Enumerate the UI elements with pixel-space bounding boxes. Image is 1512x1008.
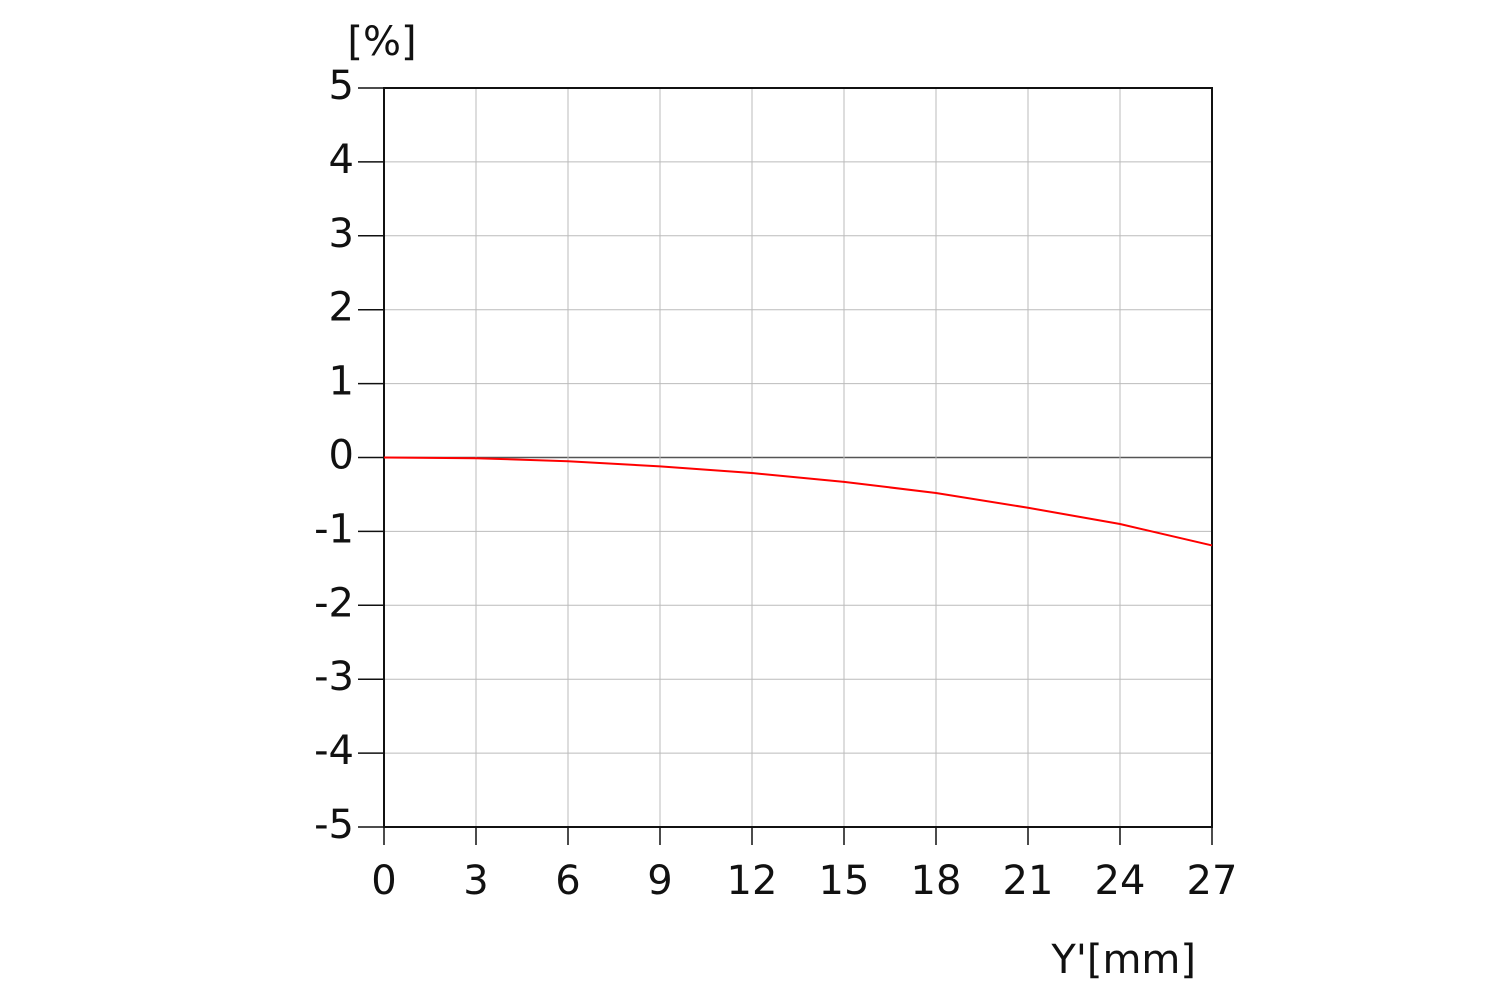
y-axis-label: [%]: [347, 19, 416, 65]
x-tick-label: 6: [555, 858, 580, 904]
y-tick-label: -5: [314, 802, 354, 848]
x-tick-label: 18: [911, 858, 962, 904]
x-tick-label: 27: [1187, 858, 1238, 904]
x-axis-label: Y'[mm]: [1050, 937, 1196, 983]
y-tick-label: -1: [314, 506, 354, 552]
x-tick-label: 24: [1095, 858, 1146, 904]
y-tick-label: 1: [329, 359, 354, 405]
y-tick-label: 3: [329, 211, 354, 257]
x-tick-label: 21: [1003, 858, 1054, 904]
y-tick-label: 0: [329, 433, 354, 479]
y-tick-label: 4: [329, 137, 354, 183]
x-tick-label: 12: [727, 858, 778, 904]
y-tick-label: -3: [314, 654, 354, 700]
x-tick-label: 15: [819, 858, 870, 904]
y-tick-label: -2: [314, 580, 354, 626]
x-tick-label: 0: [371, 858, 396, 904]
y-tick-label: -4: [314, 728, 354, 774]
y-tick-label: 2: [329, 285, 354, 331]
x-tick-label: 9: [647, 858, 672, 904]
x-tick-label: 3: [463, 858, 488, 904]
y-tick-label: 5: [329, 63, 354, 109]
data-line: [383, 456, 1213, 547]
